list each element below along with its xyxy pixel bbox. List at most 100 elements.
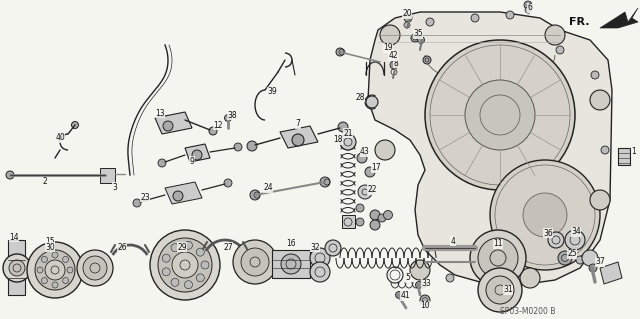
Circle shape xyxy=(173,191,183,201)
Circle shape xyxy=(233,240,277,284)
Circle shape xyxy=(375,140,395,160)
Circle shape xyxy=(45,260,65,280)
Circle shape xyxy=(158,159,166,167)
Polygon shape xyxy=(600,8,638,28)
Circle shape xyxy=(184,241,193,249)
Circle shape xyxy=(478,238,518,278)
Text: 28: 28 xyxy=(355,93,365,101)
Circle shape xyxy=(478,268,522,312)
Text: 14: 14 xyxy=(9,233,19,241)
Circle shape xyxy=(67,267,73,273)
Circle shape xyxy=(150,230,220,300)
Circle shape xyxy=(171,278,179,286)
Circle shape xyxy=(426,18,434,26)
Circle shape xyxy=(27,242,83,298)
Text: 18: 18 xyxy=(333,136,343,145)
Circle shape xyxy=(163,121,173,131)
Text: 13: 13 xyxy=(155,108,165,117)
Circle shape xyxy=(370,210,380,220)
Circle shape xyxy=(390,61,398,69)
Circle shape xyxy=(378,214,386,222)
Circle shape xyxy=(471,14,479,22)
Circle shape xyxy=(192,150,202,160)
Circle shape xyxy=(486,276,514,304)
Circle shape xyxy=(404,14,412,22)
Circle shape xyxy=(591,71,599,79)
Circle shape xyxy=(52,282,58,288)
Circle shape xyxy=(446,274,454,282)
Circle shape xyxy=(9,260,25,276)
Circle shape xyxy=(590,190,610,210)
Text: 16: 16 xyxy=(286,240,296,249)
Polygon shape xyxy=(8,240,25,295)
Circle shape xyxy=(250,190,260,200)
Circle shape xyxy=(340,134,356,150)
Text: 1: 1 xyxy=(632,147,636,157)
Circle shape xyxy=(524,1,532,9)
Text: 6: 6 xyxy=(527,4,532,12)
Circle shape xyxy=(417,36,424,43)
Circle shape xyxy=(37,267,43,273)
Polygon shape xyxy=(368,12,612,285)
Text: 23: 23 xyxy=(140,192,150,202)
Text: 29: 29 xyxy=(177,242,187,251)
Circle shape xyxy=(357,153,367,163)
Text: 21: 21 xyxy=(343,129,353,137)
Circle shape xyxy=(320,177,330,187)
Polygon shape xyxy=(280,126,318,148)
Circle shape xyxy=(35,250,75,290)
Circle shape xyxy=(548,232,564,248)
Circle shape xyxy=(558,251,572,265)
Text: 41: 41 xyxy=(400,292,410,300)
Circle shape xyxy=(411,34,419,42)
Circle shape xyxy=(523,193,567,237)
Circle shape xyxy=(83,256,107,280)
Text: 42: 42 xyxy=(388,51,398,61)
Polygon shape xyxy=(475,245,487,265)
Polygon shape xyxy=(618,148,630,165)
Circle shape xyxy=(196,248,204,256)
Polygon shape xyxy=(600,262,622,284)
Text: 9: 9 xyxy=(189,157,195,166)
Text: 30: 30 xyxy=(45,242,55,251)
Text: 19: 19 xyxy=(383,43,393,53)
Circle shape xyxy=(42,256,47,263)
Text: 40: 40 xyxy=(55,133,65,143)
Circle shape xyxy=(506,11,514,19)
Text: 20: 20 xyxy=(402,10,412,19)
Circle shape xyxy=(465,80,535,150)
Text: 3: 3 xyxy=(113,182,117,191)
Text: 10: 10 xyxy=(420,301,430,310)
Circle shape xyxy=(410,260,430,280)
Circle shape xyxy=(3,254,31,282)
Circle shape xyxy=(383,211,392,219)
Circle shape xyxy=(72,122,79,129)
Circle shape xyxy=(356,204,364,212)
Circle shape xyxy=(545,25,565,45)
Circle shape xyxy=(224,179,232,187)
Circle shape xyxy=(209,127,217,135)
Text: 26: 26 xyxy=(117,243,127,253)
Circle shape xyxy=(292,134,304,146)
Circle shape xyxy=(556,46,564,54)
Circle shape xyxy=(6,171,14,179)
Circle shape xyxy=(404,22,410,28)
Circle shape xyxy=(42,278,47,284)
Circle shape xyxy=(336,48,344,56)
Text: 33: 33 xyxy=(421,279,431,288)
Circle shape xyxy=(396,292,403,299)
Circle shape xyxy=(162,254,170,262)
Circle shape xyxy=(63,256,68,263)
Circle shape xyxy=(172,252,198,278)
Text: 43: 43 xyxy=(360,147,370,157)
Circle shape xyxy=(310,262,330,282)
Text: 17: 17 xyxy=(371,164,381,173)
Text: 11: 11 xyxy=(493,240,503,249)
Circle shape xyxy=(358,185,372,199)
Circle shape xyxy=(589,264,597,272)
Circle shape xyxy=(380,25,400,45)
Circle shape xyxy=(234,143,242,151)
Circle shape xyxy=(415,281,422,288)
Circle shape xyxy=(370,220,380,230)
Circle shape xyxy=(196,274,204,282)
